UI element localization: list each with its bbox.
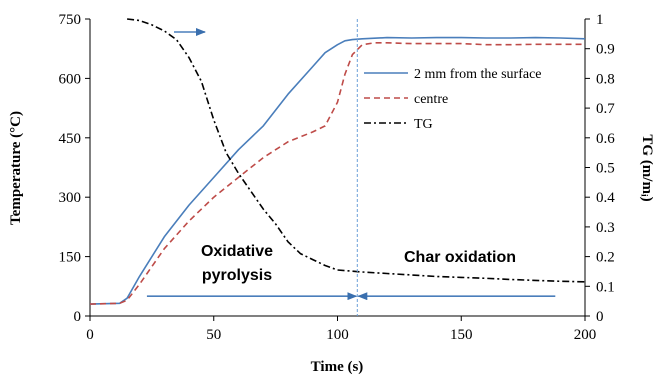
x-tick-label: 150 <box>450 327 473 343</box>
y2-axis-title: TG (m/mᵢ) <box>639 134 653 201</box>
x-tick-label: 0 <box>86 327 94 343</box>
y2-tick-label: 0.3 <box>596 220 615 236</box>
annotation-oxidative-line1: Oxidative <box>201 243 273 260</box>
y2-tick-label: 0.1 <box>596 279 615 295</box>
y-tick-label: 450 <box>59 131 82 147</box>
annotation-char-oxidation: Char oxidation <box>404 249 516 266</box>
legend-label-tg: TG <box>414 117 433 132</box>
plot-area <box>89 19 586 317</box>
y2-tick-label: 1 <box>596 12 604 28</box>
series-layer <box>89 18 586 305</box>
y-axis-title: Temperature (°C) <box>8 111 24 225</box>
y2-tick-label: 0.7 <box>596 101 615 117</box>
x-tick-label: 100 <box>326 327 349 343</box>
y-tick-label: 750 <box>59 12 82 28</box>
x-ticks: 0 50 100 150 200 <box>86 316 596 343</box>
y-tick-label: 150 <box>59 250 82 266</box>
series-line-centre <box>89 42 585 305</box>
y2-tick-label: 0.5 <box>596 161 615 177</box>
x-tick-label: 200 <box>574 327 597 343</box>
annotation-layer <box>146 19 556 316</box>
y-tick-label: 300 <box>59 190 82 206</box>
legend-label-centre: centre <box>414 92 448 107</box>
x-tick-label: 50 <box>206 327 221 343</box>
x-axis-title: Time (s) <box>311 359 364 375</box>
y-tick-label: 600 <box>59 71 82 87</box>
series-line-2-mm-from-the-surface <box>89 36 586 305</box>
y-tick-label: 0 <box>74 309 82 325</box>
series-line-tg <box>127 18 586 283</box>
y-ticks: 0 150 300 450 600 750 <box>59 12 90 325</box>
y2-tick-label: 0.2 <box>596 250 615 266</box>
y2-tick-label: 0.6 <box>596 131 615 147</box>
y2-ticks: 0 0.1 0.2 0.3 0.4 0.5 0.6 0.7 0.8 0.9 1 <box>585 12 615 325</box>
legend-label-2-mm-from-the-surface: 2 mm from the surface <box>414 67 542 82</box>
y2-tick-label: 0 <box>596 309 604 325</box>
legend: 2 mm from the surface centre TG <box>364 67 542 132</box>
y2-tick-label: 0.8 <box>596 71 615 87</box>
y2-tick-label: 0.4 <box>596 190 615 206</box>
annotation-oxidative-line2: pyrolysis <box>202 267 272 284</box>
y2-tick-label: 0.9 <box>596 42 615 58</box>
